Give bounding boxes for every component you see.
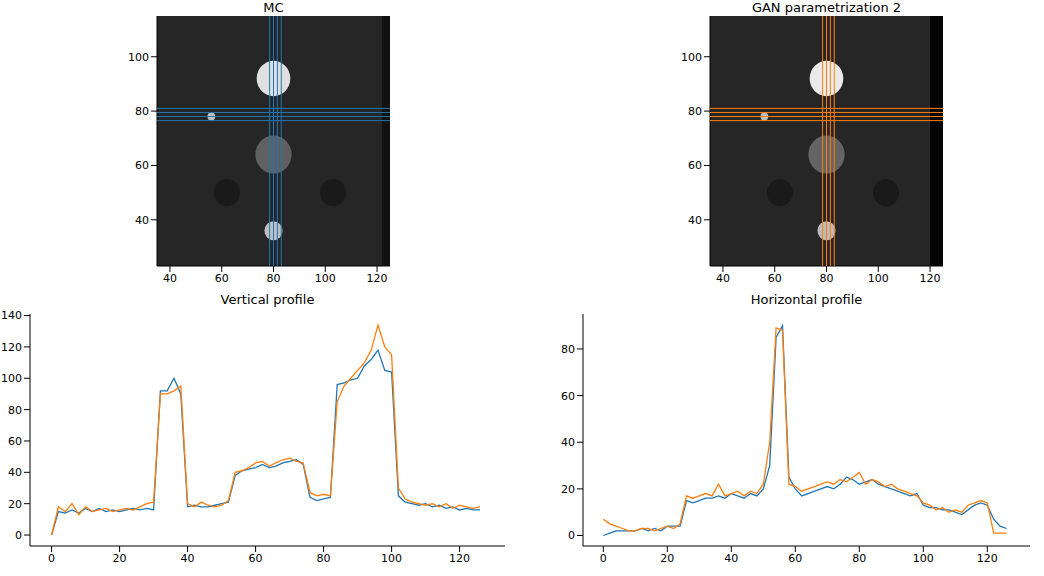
- svg-text:20: 20: [8, 498, 22, 511]
- svg-text:40: 40: [135, 214, 149, 227]
- svg-text:100: 100: [913, 552, 934, 565]
- html-text:MC: MC: [263, 0, 284, 15]
- svg-text:40: 40: [716, 272, 730, 285]
- svg-text:80: 80: [688, 105, 702, 118]
- svg-text:0: 0: [15, 529, 22, 542]
- svg-text:80: 80: [561, 343, 575, 356]
- svg-text:40: 40: [688, 214, 702, 227]
- svg-text:0: 0: [48, 552, 55, 565]
- svg-text:100: 100: [868, 272, 889, 285]
- svg-text:20: 20: [660, 552, 674, 565]
- svg-text:60: 60: [135, 159, 149, 172]
- svg-text:120: 120: [367, 272, 388, 285]
- svg-text:60: 60: [768, 272, 782, 285]
- svg-text:80: 80: [852, 552, 866, 565]
- svg-text:80: 80: [317, 552, 331, 565]
- svg-text:140: 140: [2, 309, 22, 322]
- svg-text:40: 40: [181, 552, 195, 565]
- html-text:GAN parametrization 2: GAN parametrization 2: [751, 0, 902, 15]
- svg-text:100: 100: [128, 51, 149, 64]
- svg-text:40: 40: [163, 272, 177, 285]
- svg-text:40: 40: [561, 436, 575, 449]
- svg-text:60: 60: [788, 552, 802, 565]
- html-text:Vertical profile: Vertical profile: [220, 292, 315, 307]
- svg-text:60: 60: [688, 159, 702, 172]
- svg-text:120: 120: [2, 341, 22, 354]
- html-text:Horizontal profile: Horizontal profile: [750, 292, 863, 307]
- svg-text:100: 100: [381, 552, 402, 565]
- svg-text:100: 100: [681, 51, 702, 64]
- svg-text:80: 80: [267, 272, 281, 285]
- svg-text:60: 60: [561, 390, 575, 403]
- svg-text:80: 80: [8, 404, 22, 417]
- svg-text:60: 60: [215, 272, 229, 285]
- svg-text:100: 100: [2, 372, 22, 385]
- svg-text:60: 60: [8, 435, 22, 448]
- svg-text:80: 80: [135, 105, 149, 118]
- svg-text:120: 120: [977, 552, 998, 565]
- svg-text:20: 20: [113, 552, 127, 565]
- svg-text:60: 60: [249, 552, 263, 565]
- svg-text:40: 40: [8, 466, 22, 479]
- svg-text:120: 120: [449, 552, 470, 565]
- svg-text:120: 120: [920, 272, 941, 285]
- svg-text:100: 100: [315, 272, 336, 285]
- svg-text:0: 0: [568, 529, 575, 542]
- svg-text:0: 0: [600, 552, 607, 565]
- svg-text:80: 80: [820, 272, 834, 285]
- svg-text:40: 40: [724, 552, 738, 565]
- svg-text:20: 20: [561, 483, 575, 496]
